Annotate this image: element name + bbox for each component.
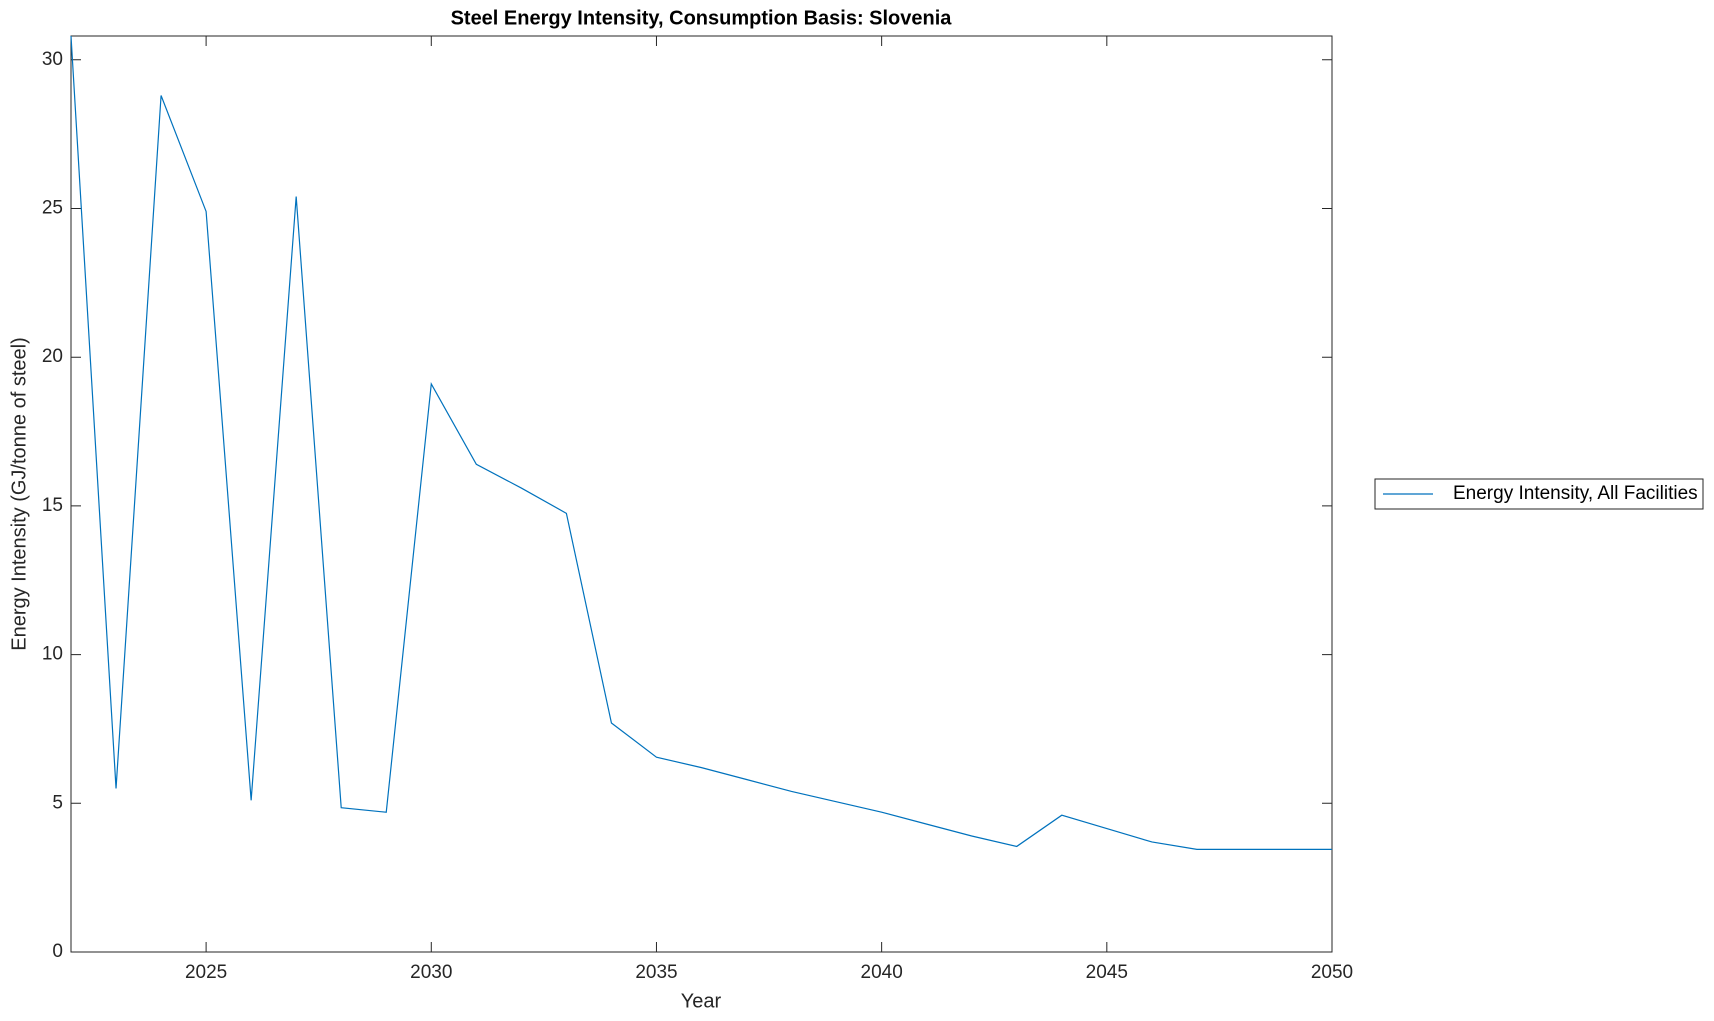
y-tick-label: 5 bbox=[52, 792, 63, 813]
y-tick-label: 25 bbox=[42, 198, 63, 219]
x-tick-label: 2040 bbox=[861, 962, 903, 983]
x-axis-label: Year bbox=[681, 990, 722, 1012]
x-tick-label: 2025 bbox=[185, 962, 227, 983]
x-tick-label: 2045 bbox=[1086, 962, 1128, 983]
legend-label: Energy Intensity, All Facilities bbox=[1453, 483, 1698, 504]
y-axis-label: Energy Intensity (GJ/tonne of steel) bbox=[8, 337, 30, 651]
x-tick-label: 2035 bbox=[635, 962, 677, 983]
y-tick-label: 0 bbox=[52, 941, 63, 962]
chart-title: Steel Energy Intensity, Consumption Basi… bbox=[451, 7, 953, 29]
y-tick-label: 15 bbox=[42, 495, 63, 516]
y-tick-label: 20 bbox=[42, 346, 63, 367]
y-tick-label: 10 bbox=[42, 644, 63, 665]
x-tick-label: 2050 bbox=[1311, 962, 1353, 983]
y-tick-label: 30 bbox=[42, 49, 63, 70]
x-tick-label: 2030 bbox=[410, 962, 452, 983]
plot-area bbox=[70, 35, 1333, 953]
data-line bbox=[70, 35, 1332, 850]
